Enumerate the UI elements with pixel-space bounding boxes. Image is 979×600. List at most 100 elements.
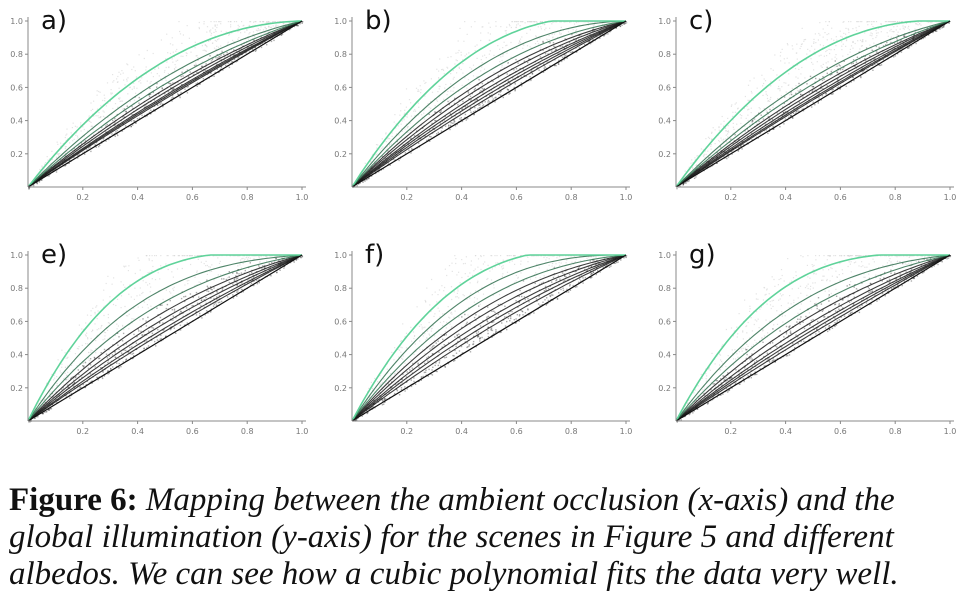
scatter-point [133,355,135,357]
scatter-point [826,49,828,51]
scatter-point [206,73,209,76]
scatter-point [28,420,30,423]
scatter-point [517,21,519,23]
scatter-point [135,122,137,124]
scatter-point [506,73,508,75]
x-tick-label: 1.0 [296,193,309,202]
scatter-point [127,77,129,79]
scatter-point [880,23,882,26]
scatter-point [120,365,122,368]
scatter-point [128,126,130,128]
scatter-point [469,66,471,69]
scatter-point [135,342,138,344]
scatter-point [799,89,802,91]
scatter-point [519,68,521,70]
scatter-point [399,157,402,160]
scatter-point [754,118,756,120]
scatter-point [834,56,836,58]
scatter-point [135,76,138,78]
scatter-point [215,304,218,306]
scatter-point [499,331,501,334]
scatter-point [796,110,798,112]
scatter-point [827,24,829,26]
scatter-point [139,269,141,271]
scatter-point [812,63,814,65]
scatter-point [132,352,135,355]
scatter-point [738,138,740,140]
scatter-point [123,266,126,268]
scatter-point [230,54,232,56]
scatter-point [194,284,196,287]
scatter-point [112,81,114,83]
scatter-point [783,82,785,84]
scatter-point [857,40,859,42]
scatter-point [907,47,909,49]
scatter-point [154,279,157,281]
scatter-point [476,76,478,78]
scatter-point [426,139,428,142]
x-tick-label: 0.4 [455,193,468,202]
scatter-point [300,256,302,259]
scatter-point [908,45,911,48]
scatter-point [204,44,206,46]
scatter-point [251,38,254,40]
scatter-point [41,166,43,168]
scatter-point [719,141,721,143]
scatter-point [897,45,899,48]
scatter-point [226,51,228,54]
scatter-point [41,165,43,167]
scatter-point [50,408,53,410]
scatter-point [395,127,397,129]
scatter-point [480,255,482,257]
scatter-point [120,106,123,108]
scatter-point [530,71,532,73]
scatter-point [891,21,893,23]
scatter-point [467,346,469,348]
scatter-point [481,66,483,68]
scatter-point [151,260,153,262]
scatter-point [162,329,164,331]
scatter-point [448,124,450,126]
scatter-point [155,345,157,347]
scatter-point [78,153,80,156]
scatter-point [475,290,477,292]
scatter-point [186,25,188,27]
scatter-point [788,84,790,86]
scatter-point [272,21,274,23]
scatter-point [80,122,82,124]
scatter-point [682,183,684,185]
scatter-point [400,346,402,348]
scatter-point [220,21,222,23]
scatter-point [169,43,172,45]
scatter-point [400,149,402,151]
scatter-point [888,21,890,23]
scatter-point [398,134,400,136]
scatter-point [235,278,238,280]
scatter-point [509,82,511,85]
scatter-point [196,270,198,272]
scatter-point [278,260,280,262]
scatter-point [143,300,145,302]
scatter-point [70,132,72,134]
scatter-point [182,34,184,36]
scatter-point [760,114,762,116]
scatter-point [236,291,238,293]
scatter-point [538,295,540,298]
scatter-point [526,278,528,280]
scatter-point [273,21,275,23]
scatter-point [924,27,926,30]
scatter-point [301,22,303,24]
scatter-point [46,382,48,384]
scatter-point [779,126,781,128]
scatter-point [264,27,266,29]
scatter-point [203,23,205,25]
scatter-point [418,90,420,92]
scatter-point [300,21,302,23]
scatter-point [393,121,395,123]
scatter-point [64,155,66,157]
scatter-point [397,125,399,127]
scatter-point [417,89,419,91]
scatter-point [293,261,295,263]
scatter-point [145,320,147,322]
scatter-point [507,62,509,65]
